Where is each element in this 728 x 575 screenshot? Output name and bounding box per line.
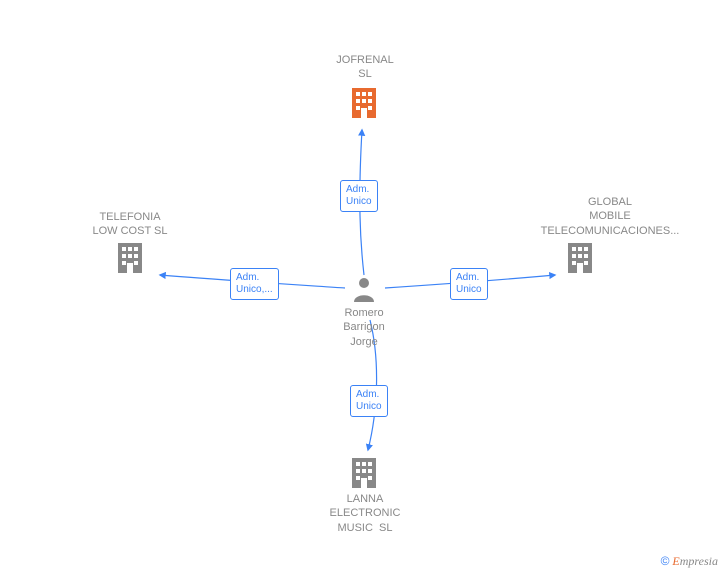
node-label-global: GLOBAL MOBILE TELECOMUNICACIONES...: [500, 195, 720, 238]
edge-label-lanna: Adm. Unico: [350, 385, 388, 417]
watermark: © Empresia: [661, 554, 718, 569]
edge-label-global: Adm. Unico: [450, 268, 488, 300]
building-icon-jofrenal: [350, 86, 378, 118]
node-label-lanna: LANNA ELECTRONIC MUSIC SL: [310, 492, 420, 535]
node-label-jofrenal: JOFRENAL SL: [310, 53, 420, 82]
building-icon-global: [566, 241, 594, 273]
person-label: Romero Barrigon Jorge: [320, 306, 408, 349]
person-icon: [352, 276, 376, 302]
node-label-telefonia: TELEFONIA LOW COST SL: [70, 210, 190, 239]
building-icon-lanna: [350, 456, 378, 488]
copyright-symbol: ©: [661, 554, 670, 568]
edge-label-telefonia: Adm. Unico,...: [230, 268, 279, 300]
brand-rest: mpresia: [680, 554, 718, 568]
building-icon-telefonia: [116, 241, 144, 273]
brand-first-letter: E: [672, 554, 679, 568]
edge-label-jofrenal: Adm. Unico: [340, 180, 378, 212]
